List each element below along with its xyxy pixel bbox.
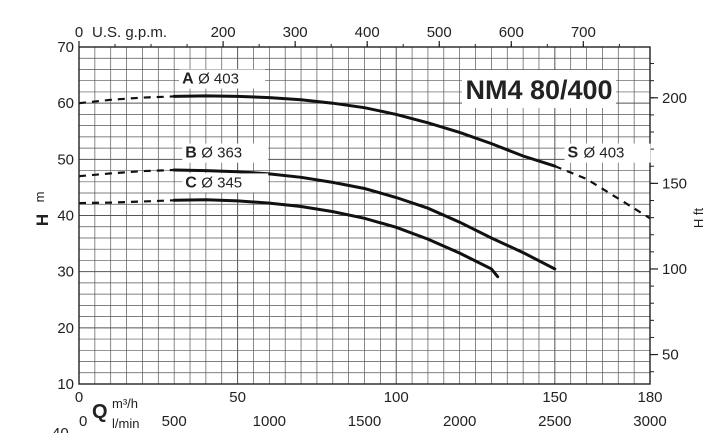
x-bottom-title: Q [92,401,108,423]
y-right-tick-label: 100 [662,261,687,278]
series-label-bg [182,143,269,163]
y-left-tick-label: 40 [57,208,74,225]
x-bottom-m3h-tick-label: 50 [229,389,246,406]
y-left-tick-label: 60 [57,95,74,112]
cut-off-label: 40 [52,425,69,433]
x-top-tick-label: 700 [571,24,596,41]
curve-B [172,168,557,271]
curve-C [172,198,500,279]
series-letter: A [182,71,194,88]
x-bottom-lmin-tick-label: 2000 [443,413,476,430]
series-label-S: S Ø 403 [564,143,651,163]
y-left-title: H [33,214,52,226]
x-top-tick-label: 200 [211,24,236,41]
series-label-bg [182,173,269,193]
x-bottom-m3h-tick-label: 100 [384,389,409,406]
series-diameter: Ø 363 [201,145,242,162]
y-left-tick-label: 20 [57,320,74,337]
curve-dashed-C [78,199,175,205]
curve-dashed-A [78,95,175,105]
y-right-tick-label: 50 [662,347,679,364]
x-top-tick-label: 600 [499,24,524,41]
model-title: NM4 80/400 [462,70,616,108]
series-label-bg [179,69,266,89]
y-right-tick-label: 150 [662,175,687,192]
x-bottom-lmin-tick-label: 1500 [348,413,381,430]
x-bottom-unit-lmin: l/min [112,416,139,431]
y-right-title: H ft [691,208,706,229]
series-letter: S [568,145,579,162]
y-left-tick-label: 30 [57,264,74,281]
x-bottom-lmin-tick-label: 500 [162,413,187,430]
x-top-tick-label: 500 [427,24,452,41]
series-diameter: Ø 403 [584,145,625,162]
x-top-title: U.S. g.p.m. [92,24,167,41]
curves [78,94,651,279]
x-bottom-m3h-tick-label: 150 [542,389,567,406]
x-bottom-m3h-tick-label: 180 [637,389,662,406]
y-left-tick-label: 70 [57,39,74,56]
x-bottom-lmin-tick-label: 1000 [253,413,286,430]
x-bottom-lmin-tick-label: 2500 [538,413,571,430]
x-top-tick-label: 400 [355,24,380,41]
series-diameter: Ø 403 [198,71,239,88]
x-bottom-unit-m3h: m³/h [112,396,138,411]
series-letter: C [185,174,197,191]
x-bottom-lmin-tick-label: 3000 [633,413,666,430]
curve-A [172,94,557,168]
model-title-bg [462,70,616,108]
y-left-tick-label: 50 [57,151,74,168]
plot-frame [78,46,651,385]
x-top-tick-label: 300 [283,24,308,41]
curve-dashed-B [78,168,175,178]
x-bottom-m3h-tick-label: 0 [75,389,83,406]
y-left-tick-label: 10 [57,376,74,393]
x-top-tick-label: 0 [75,24,83,41]
x-bottom-lmin-tick-label: 0 [79,413,87,430]
curve-dashed-S [554,165,651,220]
series-letter: B [185,145,197,162]
series-label-bg [564,143,651,163]
series-diameter: Ø 345 [201,174,242,191]
y-right-tick-label: 200 [662,90,687,107]
chart-title: NM4 80/400 [465,75,612,105]
y-left-unit: m [32,192,47,203]
